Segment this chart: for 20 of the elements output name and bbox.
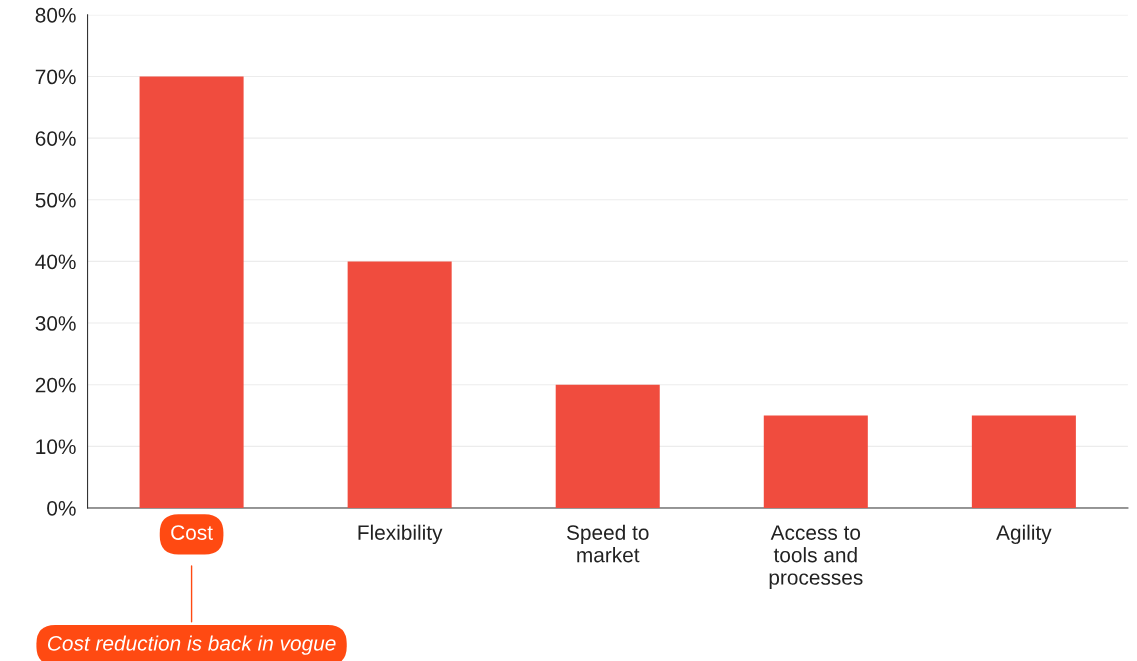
y-tick-label: 20% — [35, 377, 76, 393]
x-tick-label: Speed to market — [566, 524, 649, 563]
x-tick-label: Flexibility — [358, 524, 443, 545]
bar — [139, 76, 244, 508]
y-tick-label: 70% — [35, 69, 76, 85]
y-tick-label: 60% — [35, 131, 76, 146]
x-tick-label: Access to tools and processes — [769, 525, 863, 589]
y-tick-label: 40% — [35, 254, 76, 270]
bar — [347, 261, 452, 508]
x-tick-label: Agility — [996, 524, 1052, 545]
y-tick-label: 80% — [35, 7, 76, 23]
bar — [971, 415, 1076, 508]
y-tick-label: 10% — [36, 439, 76, 455]
y-tick-label: 50% — [35, 192, 76, 208]
bar — [555, 384, 660, 508]
annotation: Cost reduction is back in vogue — [47, 635, 336, 655]
x-tick-label: Cost — [171, 525, 213, 540]
y-tick-label: 30% — [35, 316, 76, 331]
y-tick-label: 0% — [47, 500, 76, 516]
bar — [763, 415, 868, 508]
